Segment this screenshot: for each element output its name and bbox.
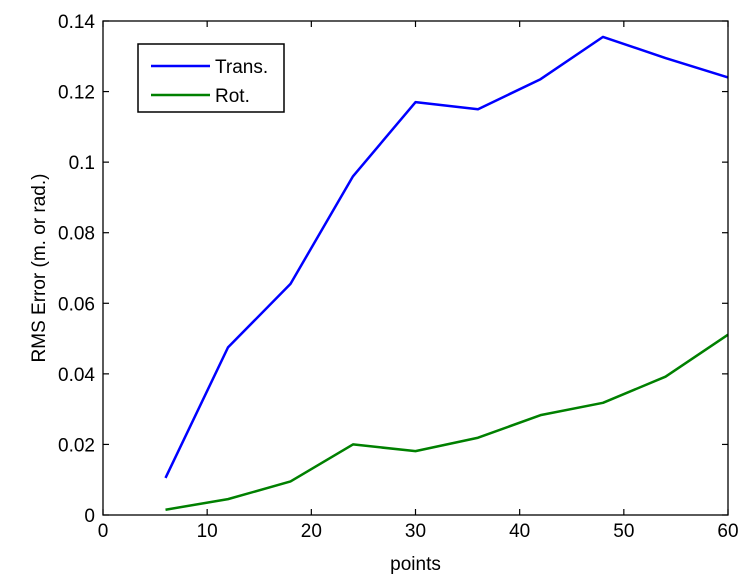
- x-tick-label: 10: [197, 521, 218, 542]
- series-line-trans: [164, 35, 729, 479]
- x-axis-label: points: [390, 554, 441, 575]
- y-tick-label: 0.08: [58, 224, 95, 245]
- legend-box: [137, 43, 285, 113]
- x-tick-label: 0: [98, 521, 109, 542]
- y-tick-label: 0.06: [58, 294, 95, 315]
- y-tick-label: 0.12: [58, 83, 95, 104]
- y-tick-label: 0: [84, 506, 95, 527]
- x-tick-label: 50: [613, 521, 634, 542]
- series-layer: [164, 35, 729, 511]
- y-tick-label: 0.02: [58, 435, 95, 456]
- y-tick-label: 0.14: [58, 12, 95, 33]
- x-tick-label: 20: [301, 521, 322, 542]
- legend: Trans. Rot.: [137, 43, 285, 113]
- y-tick-label: 0.1: [69, 153, 95, 174]
- x-tick-label: 30: [405, 521, 426, 542]
- legend-label-rot: Rot.: [215, 86, 250, 107]
- y-axis-label: RMS Error (m. or rad.): [29, 174, 50, 363]
- x-tick-label: 60: [717, 521, 738, 542]
- y-tick-labels: 0 0.02 0.04 0.06 0.08 0.1 0.12 0.14: [58, 12, 95, 527]
- x-tick-labels: 0 10 20 30 40 50 60: [98, 521, 739, 542]
- series-line-rot: [165, 333, 729, 511]
- y-tick-label: 0.04: [58, 365, 95, 386]
- plot-frame: [102, 20, 729, 516]
- legend-label-trans: Trans.: [215, 57, 268, 78]
- x-tick-label: 40: [509, 521, 530, 542]
